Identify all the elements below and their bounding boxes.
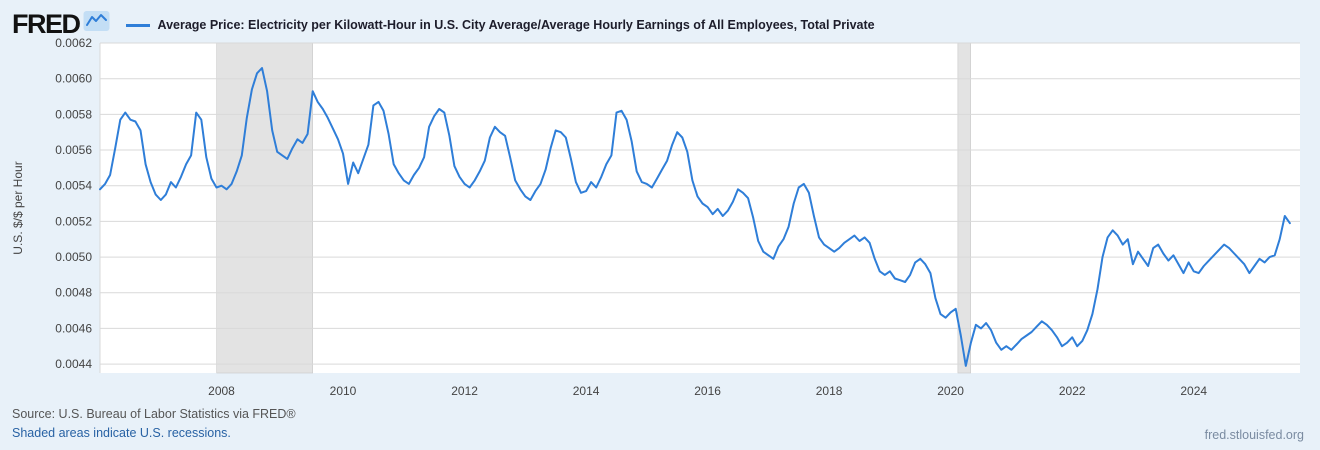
- fred-logo-text: FRED: [12, 8, 81, 39]
- recession-band: [216, 42, 313, 374]
- x-tick-label: 2008: [208, 384, 235, 398]
- x-tick-label: 2018: [816, 384, 843, 398]
- source-text: Source: U.S. Bureau of Labor Statistics …: [12, 407, 296, 421]
- x-tick-label: 2022: [1059, 384, 1086, 398]
- footer-notes: Source: U.S. Bureau of Labor Statistics …: [12, 406, 296, 442]
- y-tick-label: 0.0060: [55, 72, 92, 86]
- recessions-link[interactable]: Shaded areas indicate U.S. recessions.: [12, 425, 231, 440]
- chart-area: 0.0044 0.0046 0.0048 0.0050 0.0052 0.0054 0.00…: [0, 36, 1320, 403]
- data-series-line: [99, 67, 1291, 367]
- y-tick-label: 0.0054: [55, 179, 92, 193]
- fred-url: fred.stlouisfed.org: [1204, 428, 1304, 442]
- y-tick-label: 0.0044: [55, 357, 92, 371]
- y-tick-label: 0.0058: [55, 107, 92, 121]
- series-title: Average Price: Electricity per Kilowatt-…: [157, 18, 875, 32]
- chart-footer: Source: U.S. Bureau of Labor Statistics …: [0, 403, 1320, 450]
- y-tick-label: 0.0046: [55, 321, 92, 335]
- recession-band: [957, 42, 972, 374]
- chart-header: FRED Average Price: Electricity per Kilo…: [0, 0, 1320, 38]
- price-ratio-line-chart[interactable]: 0.0044 0.0046 0.0048 0.0050 0.0052 0.0054 0.00…: [0, 36, 1320, 403]
- x-tick-label: 2010: [330, 384, 357, 398]
- x-tick-label: 2012: [451, 384, 478, 398]
- legend: Average Price: Electricity per Kilowatt-…: [125, 14, 875, 32]
- fred-logo[interactable]: FRED: [12, 10, 110, 37]
- y-tick-label: 0.0062: [55, 38, 92, 50]
- x-tick-label: 2016: [694, 384, 721, 398]
- y-tick-label: 0.0050: [55, 250, 92, 264]
- y-tick-label: 0.0048: [55, 286, 92, 300]
- x-tick-label: 2014: [573, 384, 600, 398]
- x-tick-label: 2020: [937, 384, 964, 398]
- fred-logo-chart-icon: [83, 10, 110, 37]
- y-axis-title: U.S. $/$ per Hour: [11, 161, 25, 254]
- y-tick-label: 0.0056: [55, 143, 92, 157]
- y-tick-label: 0.0052: [55, 214, 92, 228]
- series-color-swatch: [125, 23, 150, 27]
- x-tick-label: 2024: [1180, 384, 1207, 398]
